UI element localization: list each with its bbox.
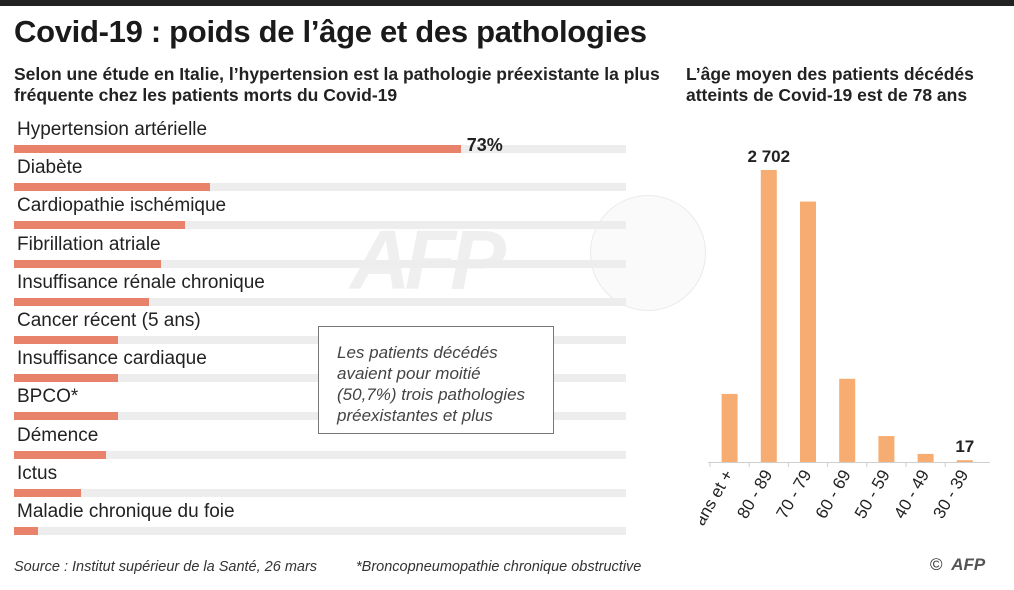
- bar-label: Ictus: [17, 462, 58, 484]
- column-bar: [760, 170, 777, 462]
- column-bar: [878, 436, 895, 462]
- bar-label: Insuffisance cardiaque: [17, 348, 207, 370]
- column-value-label: 17: [955, 437, 974, 456]
- column-bar: [721, 393, 738, 462]
- bar-label: Insuffisance rénale chronique: [17, 271, 265, 293]
- annotation-line: Les patients décédés: [337, 343, 498, 362]
- bar: [14, 374, 119, 383]
- subtitle-right: L’âge moyen des patients décédés atteint…: [686, 64, 974, 105]
- annotation-line: avaient pour moitié: [337, 364, 481, 383]
- bar-track: [14, 297, 626, 306]
- column-bar: [800, 201, 816, 462]
- column-category-label: 80 - 89: [733, 467, 776, 522]
- bar-track: [14, 145, 626, 153]
- bar-row: Fibrillation atriale: [14, 233, 626, 271]
- bar: [14, 145, 461, 153]
- afp-credit: © AFP: [930, 555, 985, 575]
- bar-row: Diabète: [14, 156, 626, 194]
- bar-label: Fibrillation atriale: [17, 233, 161, 255]
- bar-track: [14, 488, 626, 497]
- bar-label: Diabète: [17, 157, 83, 179]
- column-bar: [839, 378, 856, 462]
- bar: [14, 335, 119, 344]
- column-value-label: 2 702: [748, 147, 791, 166]
- footnote: *Broncopneumopathie chronique obstructiv…: [356, 559, 642, 575]
- column-category-label: 40 - 49: [890, 467, 933, 522]
- bar-label: Maladie chronique du foie: [17, 500, 235, 522]
- column-category-label: 70 - 79: [773, 467, 816, 522]
- column-category-label: 50 - 59: [851, 467, 894, 522]
- bar: [14, 450, 106, 459]
- source-note: Source : Institut supérieur de la Santé,…: [14, 559, 318, 575]
- subtitle-left: Selon une étude en Italie, l’hypertensio…: [14, 64, 660, 105]
- bar-label: Hypertension artérielle: [17, 119, 208, 140]
- bar-row: Insuffisance rénale chronique: [14, 271, 626, 309]
- bar-track: [14, 183, 626, 192]
- bar-track: [14, 526, 626, 535]
- column-category-label: 60 - 69: [812, 467, 855, 522]
- bar-label: BPCO*: [17, 386, 79, 408]
- bar-track: [14, 221, 626, 230]
- annotation-line: (50,7%) trois pathologies: [337, 385, 526, 404]
- bar: [14, 183, 210, 192]
- bar-row: Hypertension artérielle 73%: [14, 118, 626, 156]
- bar-row: Cardiopathie ischémique: [14, 194, 626, 232]
- bar: [14, 259, 161, 268]
- bar-label: Démence: [17, 424, 99, 446]
- bar: [14, 488, 82, 497]
- bar-track: [14, 450, 626, 459]
- bar-label: Cancer récent (5 ans): [17, 309, 201, 331]
- bar-row: Ictus: [14, 462, 626, 500]
- bar-row: Maladie chronique du foie: [14, 500, 626, 538]
- top-rule: [0, 0, 1014, 6]
- bar-value-label: 73%: [466, 135, 503, 155]
- page-title: Covid-19 : poids de l’âge et des patholo…: [14, 14, 647, 49]
- bar-label: Cardiopathie ischémique: [17, 195, 227, 217]
- bar: [14, 221, 186, 230]
- bar: [14, 526, 39, 535]
- annotation-box: Les patients décédés avaient pour moitié…: [318, 326, 554, 434]
- bar-row: Démence: [14, 424, 626, 462]
- column-category-label: 90 ans et +: [700, 466, 737, 549]
- copyright-symbol: ©: [930, 555, 943, 574]
- column-bar: [956, 460, 973, 462]
- bar: [14, 412, 119, 421]
- afp-logo: AFP: [951, 555, 986, 574]
- annotation-line: préexistantes et plus: [337, 406, 493, 425]
- column-category-label: 30 - 39: [929, 467, 972, 522]
- afp-globe-watermark: [590, 195, 706, 311]
- bar-track: [14, 259, 626, 268]
- column-bar: [917, 453, 934, 462]
- bar: [14, 297, 149, 306]
